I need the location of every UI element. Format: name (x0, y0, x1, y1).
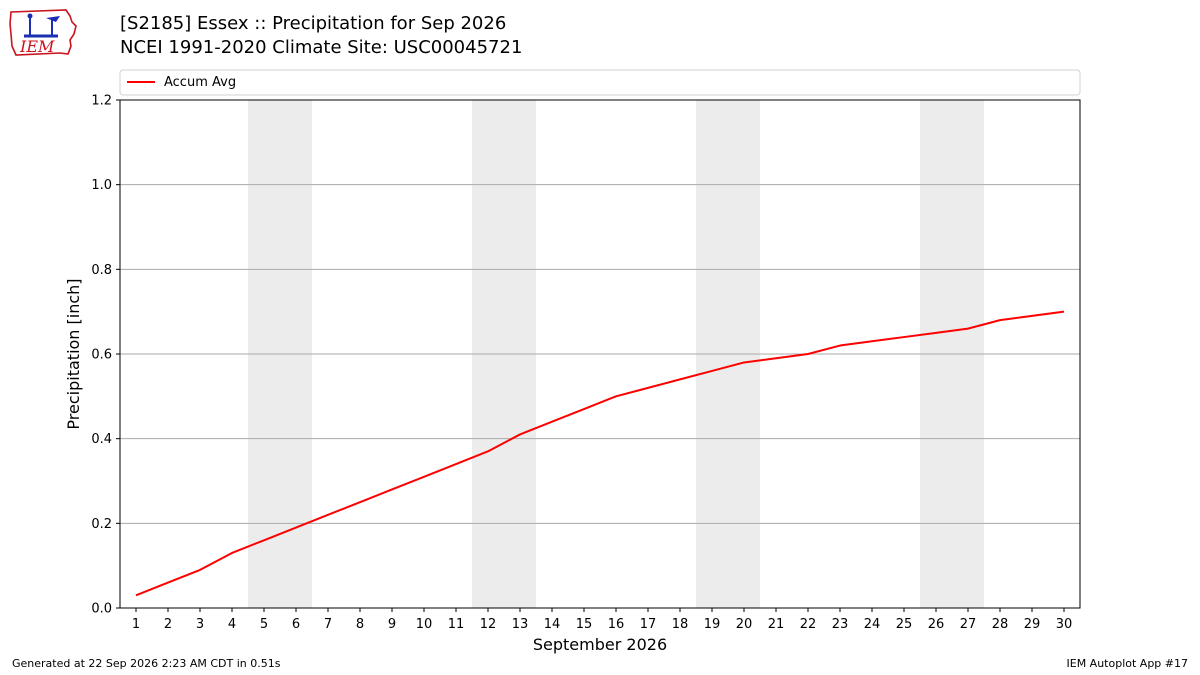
x-tick-label-3: 4 (228, 617, 236, 632)
x-tick-label-11: 12 (480, 617, 497, 632)
x-tick-label-25: 26 (928, 617, 945, 632)
y-ticks: 0.0 0.2 0.4 0.6 0.8 1.0 1.2 (91, 94, 120, 617)
y-tick-label-1: 0.2 (91, 517, 112, 532)
x-axis-title: September 2026 (533, 635, 667, 654)
chart-title: [S2185] Essex :: Precipitation for Sep 2… (120, 13, 507, 34)
iem-logo: IEM (9, 9, 77, 56)
legend-box (119, 69, 1081, 96)
iowa-outline-shape (9, 9, 77, 56)
x-tick-label-17: 18 (672, 617, 689, 632)
y-tick-label-3: 0.6 (91, 348, 112, 363)
series-layer (135, 310, 1065, 597)
y-tick-label-2: 0.4 (91, 432, 112, 447)
x-tick-label-0: 1 (132, 617, 140, 632)
y-tick-label-4: 0.8 (91, 263, 112, 278)
y-tick-label-5: 1.0 (91, 178, 112, 193)
x-tick-label-2: 3 (196, 617, 204, 632)
logo-text: IEM (19, 37, 55, 56)
y-tick-label-6: 1.2 (91, 94, 112, 109)
legend: Accum Avg (119, 69, 1081, 96)
x-tick-label-6: 7 (324, 617, 332, 632)
x-tick-label-5: 6 (292, 617, 300, 632)
x-tick-label-12: 13 (512, 617, 529, 632)
x-tick-label-26: 27 (960, 617, 977, 632)
grid-layer (120, 184, 1080, 524)
x-tick-label-27: 28 (992, 617, 1009, 632)
x-tick-label-14: 15 (576, 617, 593, 632)
x-tick-label-8: 9 (388, 617, 396, 632)
x-tick-label-22: 23 (832, 617, 849, 632)
x-tick-label-28: 29 (1024, 617, 1041, 632)
x-ticks: 1 2 3 4 5 6 7 8 9 10 11 12 13 14 15 16 17 18 19 20 21 22 23 24 2… (132, 608, 1072, 632)
x-tick-label-23: 24 (864, 617, 881, 632)
generated-timestamp: Generated at 22 Sep 2026 2:23 AM CDT in … (12, 657, 281, 670)
x-tick-label-1: 2 (164, 617, 172, 632)
x-tick-label-18: 19 (704, 617, 721, 632)
x-tick-label-9: 10 (416, 617, 433, 632)
y-tick-label-0: 0.0 (91, 602, 112, 617)
x-tick-label-16: 17 (640, 617, 657, 632)
x-tick-label-21: 22 (800, 617, 817, 632)
x-tick-label-7: 8 (356, 617, 364, 632)
chart-subtitle: NCEI 1991-2020 Climate Site: USC00045721 (120, 37, 523, 58)
series-line-accum-avg (135, 310, 1065, 597)
x-tick-label-10: 11 (448, 617, 465, 632)
x-tick-label-15: 16 (608, 617, 625, 632)
autoplot-app-label: IEM Autoplot App #17 (1066, 657, 1189, 670)
legend-label-accum-avg: Accum Avg (164, 75, 236, 90)
x-tick-label-13: 14 (544, 617, 561, 632)
x-tick-label-4: 5 (260, 617, 268, 632)
x-tick-label-20: 21 (768, 617, 785, 632)
x-tick-label-24: 25 (896, 617, 913, 632)
y-axis-title: Precipitation [inch] (64, 278, 83, 429)
x-tick-label-29: 30 (1056, 617, 1073, 632)
x-tick-label-19: 20 (736, 617, 753, 632)
